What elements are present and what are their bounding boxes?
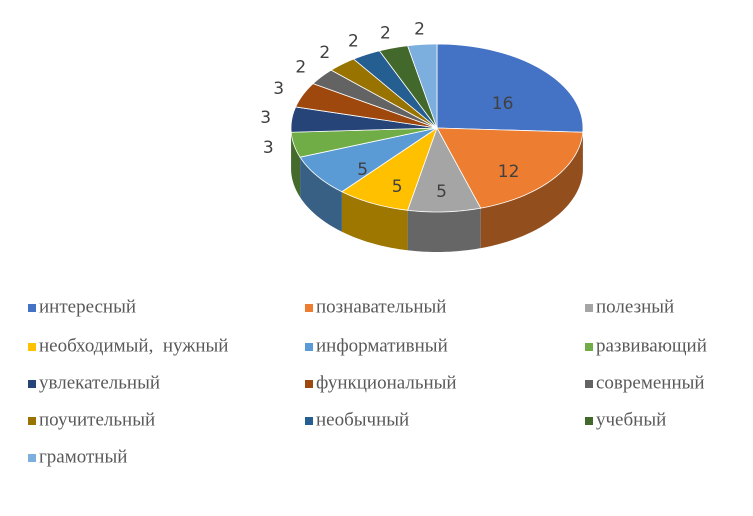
legend-label: полезный: [596, 296, 674, 317]
data-label: 2: [380, 23, 391, 43]
data-label: 5: [436, 182, 447, 202]
legend-swatch: [28, 343, 36, 351]
legend-swatch: [305, 304, 313, 312]
legend-swatch: [305, 417, 313, 425]
legend-label: современный: [596, 372, 705, 393]
pie-slice: [290, 106, 438, 133]
pie-slice: [295, 83, 438, 129]
legend-label: поучительный: [39, 409, 155, 430]
legend-label: необычный: [316, 409, 409, 430]
pie-side: [291, 132, 301, 198]
pie-slice: [378, 45, 438, 129]
legend-swatch: [585, 304, 593, 312]
legend-swatch: [28, 380, 36, 388]
legend-label: развивающий: [596, 335, 707, 356]
data-label: 2: [414, 19, 425, 39]
pie-slice: [407, 127, 482, 213]
legend-swatch: [585, 380, 593, 388]
legend-label: грамотный: [39, 446, 127, 467]
pie-slice: [407, 43, 438, 129]
data-label: 2: [295, 57, 306, 77]
legend-swatch: [28, 304, 36, 312]
data-label: 16: [492, 94, 514, 114]
pie-slice: [341, 126, 438, 211]
data-label: 5: [357, 160, 368, 180]
pie-slice: [330, 58, 438, 129]
data-label: 2: [348, 31, 359, 51]
pie-side: [407, 208, 481, 252]
data-label: 12: [498, 162, 520, 182]
data-label: 3: [263, 138, 274, 158]
pie-slice: [352, 50, 438, 129]
pie-side: [480, 132, 583, 249]
pie-slice: [436, 43, 584, 133]
pie-side: [300, 157, 342, 232]
data-label: 5: [392, 177, 403, 197]
pie-side: [341, 191, 408, 251]
pie-slice: [312, 69, 438, 129]
legend-swatch: [28, 417, 36, 425]
data-label: 3: [260, 108, 271, 128]
pie-slice: [436, 127, 584, 209]
legend-label: учебный: [596, 409, 666, 430]
data-label: 2: [319, 43, 330, 63]
legend-swatch: [585, 343, 593, 351]
legend-swatch: [305, 343, 313, 351]
legend-swatch: [305, 380, 313, 388]
legend-swatch: [585, 417, 593, 425]
data-label: 3: [273, 79, 284, 99]
pie-slice: [290, 127, 438, 158]
legend-label: функциональный: [316, 372, 457, 393]
legend-label: познавательный: [316, 296, 446, 317]
legend-label: интересный: [39, 296, 136, 317]
legend-label: необходимый, нужный: [39, 335, 228, 356]
legend-swatch: [28, 454, 36, 462]
legend-label: увлекательный: [39, 372, 160, 393]
pie-slice: [299, 127, 438, 193]
legend-label: информативный: [316, 335, 448, 356]
